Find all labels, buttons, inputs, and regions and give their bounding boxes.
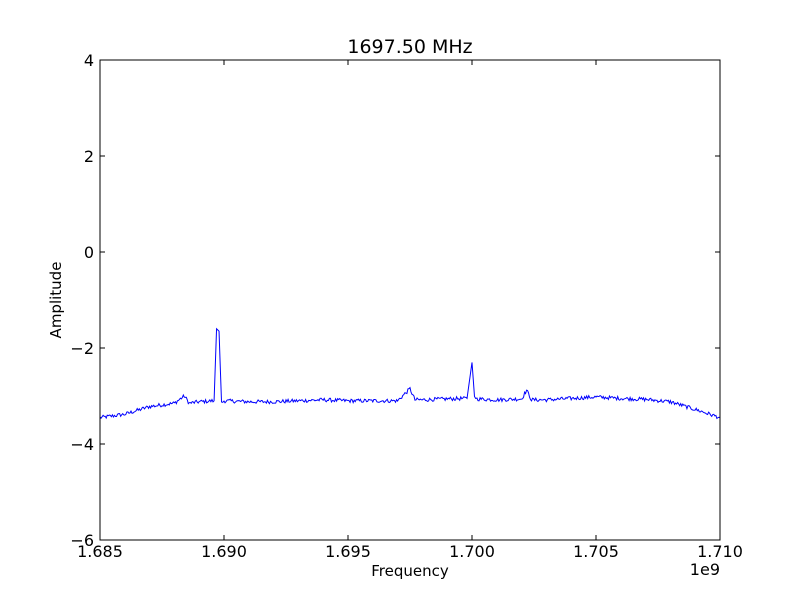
y-tick-label: −4 bbox=[70, 435, 94, 454]
x-tick-label: 1.710 bbox=[697, 542, 743, 561]
x-tick-label: 1.695 bbox=[325, 542, 371, 561]
x-tick-label: 1.700 bbox=[449, 542, 495, 561]
x-tick-label: 1.705 bbox=[573, 542, 619, 561]
x-axis: 1.685 1.690 1.695 1.700 1.705 1.710 bbox=[77, 60, 743, 561]
y-tick-label: −6 bbox=[70, 531, 94, 550]
y-tick-label: 2 bbox=[84, 147, 94, 166]
x-tick-label: 1.690 bbox=[201, 542, 247, 561]
y-tick-label: 4 bbox=[84, 51, 94, 70]
series-line bbox=[99, 327, 721, 420]
y-axis: −6 −4 −2 0 2 4 bbox=[70, 51, 720, 550]
x-offset-label: 1e9 bbox=[690, 560, 720, 579]
x-tick-label: 1.685 bbox=[77, 542, 123, 561]
series-layer bbox=[99, 327, 721, 420]
chart-title: 1697.50 MHz bbox=[347, 36, 472, 58]
plot-frame bbox=[99, 59, 721, 541]
y-tick-label: −2 bbox=[70, 339, 94, 358]
x-axis-label: Frequency bbox=[371, 562, 449, 580]
y-axis-label: Amplitude bbox=[47, 262, 65, 339]
y-tick-label: 0 bbox=[84, 243, 94, 262]
